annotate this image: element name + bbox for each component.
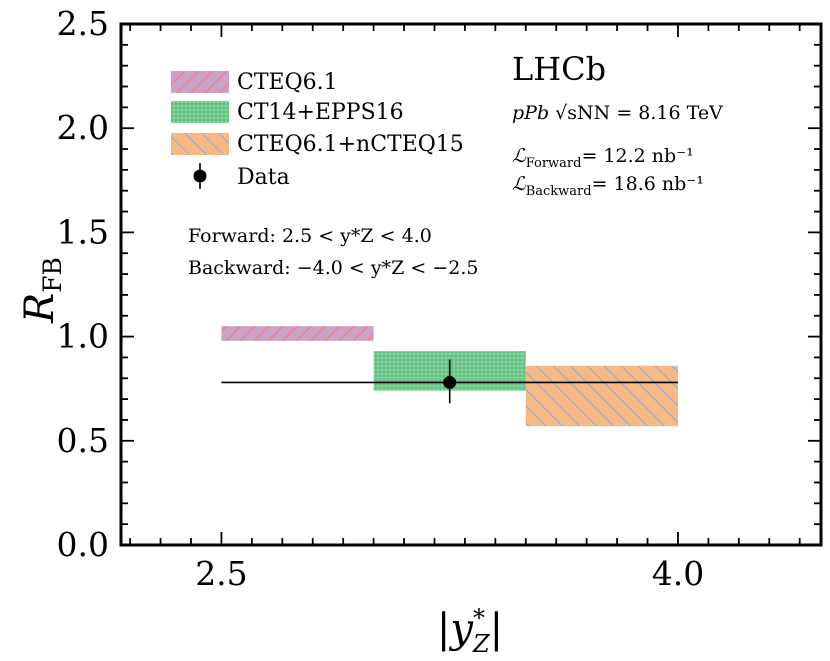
x-tick-label: 2.5 [195,554,247,593]
data-marker [443,375,457,389]
band-cteq6-1 [221,326,374,341]
legend-marker-data [193,169,207,183]
plot-frame [119,22,823,547]
legend-swatch-nct [171,133,229,155]
y-tick-label: 0.0 [57,525,109,564]
legend-label-nct: CTEQ6.1+nCTEQ15 [237,132,464,157]
y-tick-label: 1.0 [57,317,109,356]
legend-swatch-cteq61 [171,71,229,93]
y-tick-label: 1.5 [57,212,109,251]
legend-label-data: Data [237,165,290,190]
legend-label-cteq61: CTEQ6.1 [237,70,338,95]
legend-label-ct14: CT14+EPPS16 [237,100,404,125]
band-cteq6-1-ncteq15 [525,365,678,427]
y-axis-label: RFB [17,257,67,324]
legend: CTEQ6.1 CT14+EPPS16 CTEQ6.1+nCTEQ15 Data [171,70,464,190]
forward-range-text: Forward: 2.5 < y*Z < 4.0 [188,225,432,247]
lumi-backward-text: ℒBackward= 18.6 nb⁻¹ [512,173,704,199]
x-axis-label: |y* Z| [437,604,503,658]
axis-ticks [121,23,821,546]
y-tick-label: 0.5 [57,421,109,460]
backward-range-text: Backward: −4.0 < y*Z < −2.5 [188,257,478,279]
tick-labels: 0.0 0.5 1.0 1.5 2.0 2.5 2.5 4.0 [57,4,705,593]
collision-energy-text: pPb √sNN = 8.16 TeV [512,102,723,124]
experiment-label: LHCb [512,50,606,88]
y-tick-label: 2.5 [57,4,109,43]
y-tick-label: 2.0 [57,108,109,147]
x-tick-label: 4.0 [652,554,704,593]
lumi-forward-text: ℒForward= 12.2 nb⁻¹ [512,145,694,171]
data-point-group [221,359,678,404]
legend-swatch-ct14 [171,101,229,123]
